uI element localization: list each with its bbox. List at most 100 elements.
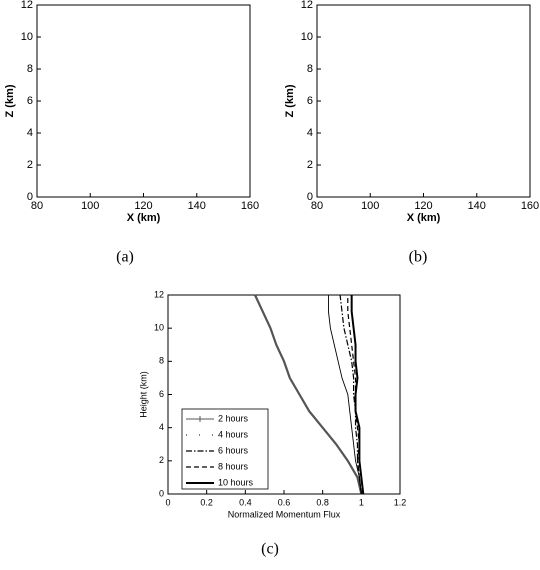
contour-dashed (383, 16, 443, 100)
y-tick-label: 4 (307, 127, 313, 139)
x-tick-label: 1.2 (394, 497, 407, 507)
y-tick-label: 10 (154, 323, 164, 333)
contour-solid (75, 123, 174, 262)
contour-solid (404, 90, 438, 137)
x-tick-label: 140 (188, 200, 206, 212)
contour-solid (116, 0, 176, 53)
contour-dashed (109, 25, 156, 91)
x-tick-label: 100 (81, 200, 99, 212)
contour-dashed (90, 0, 176, 118)
contour-dashed (116, 34, 150, 81)
plot-frame (36, 4, 251, 198)
series-line (254, 294, 363, 495)
contour-solid (403, 0, 450, 44)
contour-dashed (103, 16, 163, 100)
contour-dashed (101, 118, 148, 184)
y-tick-label: 6 (27, 95, 33, 107)
contour-dashed (396, 34, 430, 81)
y-tick-label: 12 (154, 289, 164, 299)
x-tick-label: 0.6 (278, 497, 291, 507)
x-axis-label: Normalized Momentum Flux (228, 509, 341, 519)
contour-dashed (389, 25, 436, 91)
contour-dashed (83, 0, 182, 127)
contour-dashed (122, 43, 143, 72)
y-tick-label: 0 (159, 488, 164, 498)
contour-solid (98, 54, 184, 175)
x-tick-label: 0 (165, 497, 170, 507)
contour-solid (362, 132, 448, 253)
contour-solid (124, 90, 158, 137)
contour-solid (104, 63, 177, 165)
x-tick-label: 160 (241, 200, 259, 212)
y-tick-label: 4 (27, 127, 33, 139)
contour-solid (317, 50, 530, 98)
panel-caption: (c) (261, 541, 279, 558)
legend-label: 6 hours (218, 445, 249, 455)
y-tick-label: 0 (27, 191, 33, 203)
contour-dashed (108, 127, 142, 174)
x-tick-label: 1 (359, 497, 364, 507)
contour-solid (91, 44, 190, 183)
contour-solid (117, 81, 164, 147)
x-tick-label: 0.8 (316, 497, 329, 507)
y-tick-label: 10 (301, 31, 313, 43)
contour-solid (82, 132, 168, 253)
contour-dashed (376, 7, 449, 109)
contour-solid (371, 44, 470, 183)
y-tick-label: 12 (21, 0, 33, 11)
contour-dashed (370, 0, 456, 118)
contour-solid (416, 0, 437, 26)
contour-solid (123, 0, 170, 44)
y-tick-label: 0 (307, 191, 313, 203)
contour-dashed (368, 100, 441, 202)
contour-solid (397, 81, 444, 147)
contour-solid (103, 0, 189, 72)
series-line (328, 295, 362, 495)
x-tick-label: 80 (31, 200, 43, 212)
contour-solid (394, 178, 415, 207)
y-tick-label: 6 (307, 95, 313, 107)
contour-dashed (362, 90, 448, 211)
contour-solid (410, 99, 431, 128)
y-tick-label: 4 (159, 422, 164, 432)
contour-dashed (95, 109, 155, 193)
contour-solid (88, 141, 161, 243)
y-tick-label: 8 (159, 356, 164, 366)
contour-solid (111, 72, 171, 156)
panel-caption: (a) (116, 249, 134, 266)
legend-box (181, 408, 269, 490)
x-tick-label: 160 (521, 200, 539, 212)
contour-solid (396, 0, 456, 53)
x-tick-label: 0.4 (239, 497, 252, 507)
y-tick-label: 8 (307, 63, 313, 75)
contour-dashed (114, 136, 135, 165)
contour-solid (383, 0, 469, 72)
x-tick-label: 120 (414, 200, 432, 212)
contour-dashed (96, 7, 169, 109)
contour-solid (37, 50, 250, 98)
contour-solid (355, 123, 454, 262)
legend-label: 4 hours (218, 429, 249, 439)
contour-dashed (394, 136, 415, 165)
contour-solid (391, 72, 451, 156)
plot-frame (167, 294, 401, 495)
y-tick-label: 8 (27, 63, 33, 75)
x-tick-label: 140 (468, 200, 486, 212)
series-line (350, 295, 365, 495)
contour-solid (130, 99, 151, 128)
contour-solid (97, 0, 196, 81)
y-tick-label: 2 (307, 159, 313, 171)
contour-solid (390, 0, 463, 62)
y-tick-label: 6 (159, 389, 164, 399)
contour-dashed (402, 43, 423, 72)
contour-dashed (88, 100, 161, 202)
x-tick-label: 120 (134, 200, 152, 212)
contour-solid (378, 54, 464, 175)
x-axis-label: X (km) (407, 212, 441, 224)
contour-solid (368, 141, 441, 243)
plot-frame (316, 4, 531, 198)
x-axis-label: X (km) (127, 212, 161, 224)
contour-dashed (388, 127, 422, 174)
